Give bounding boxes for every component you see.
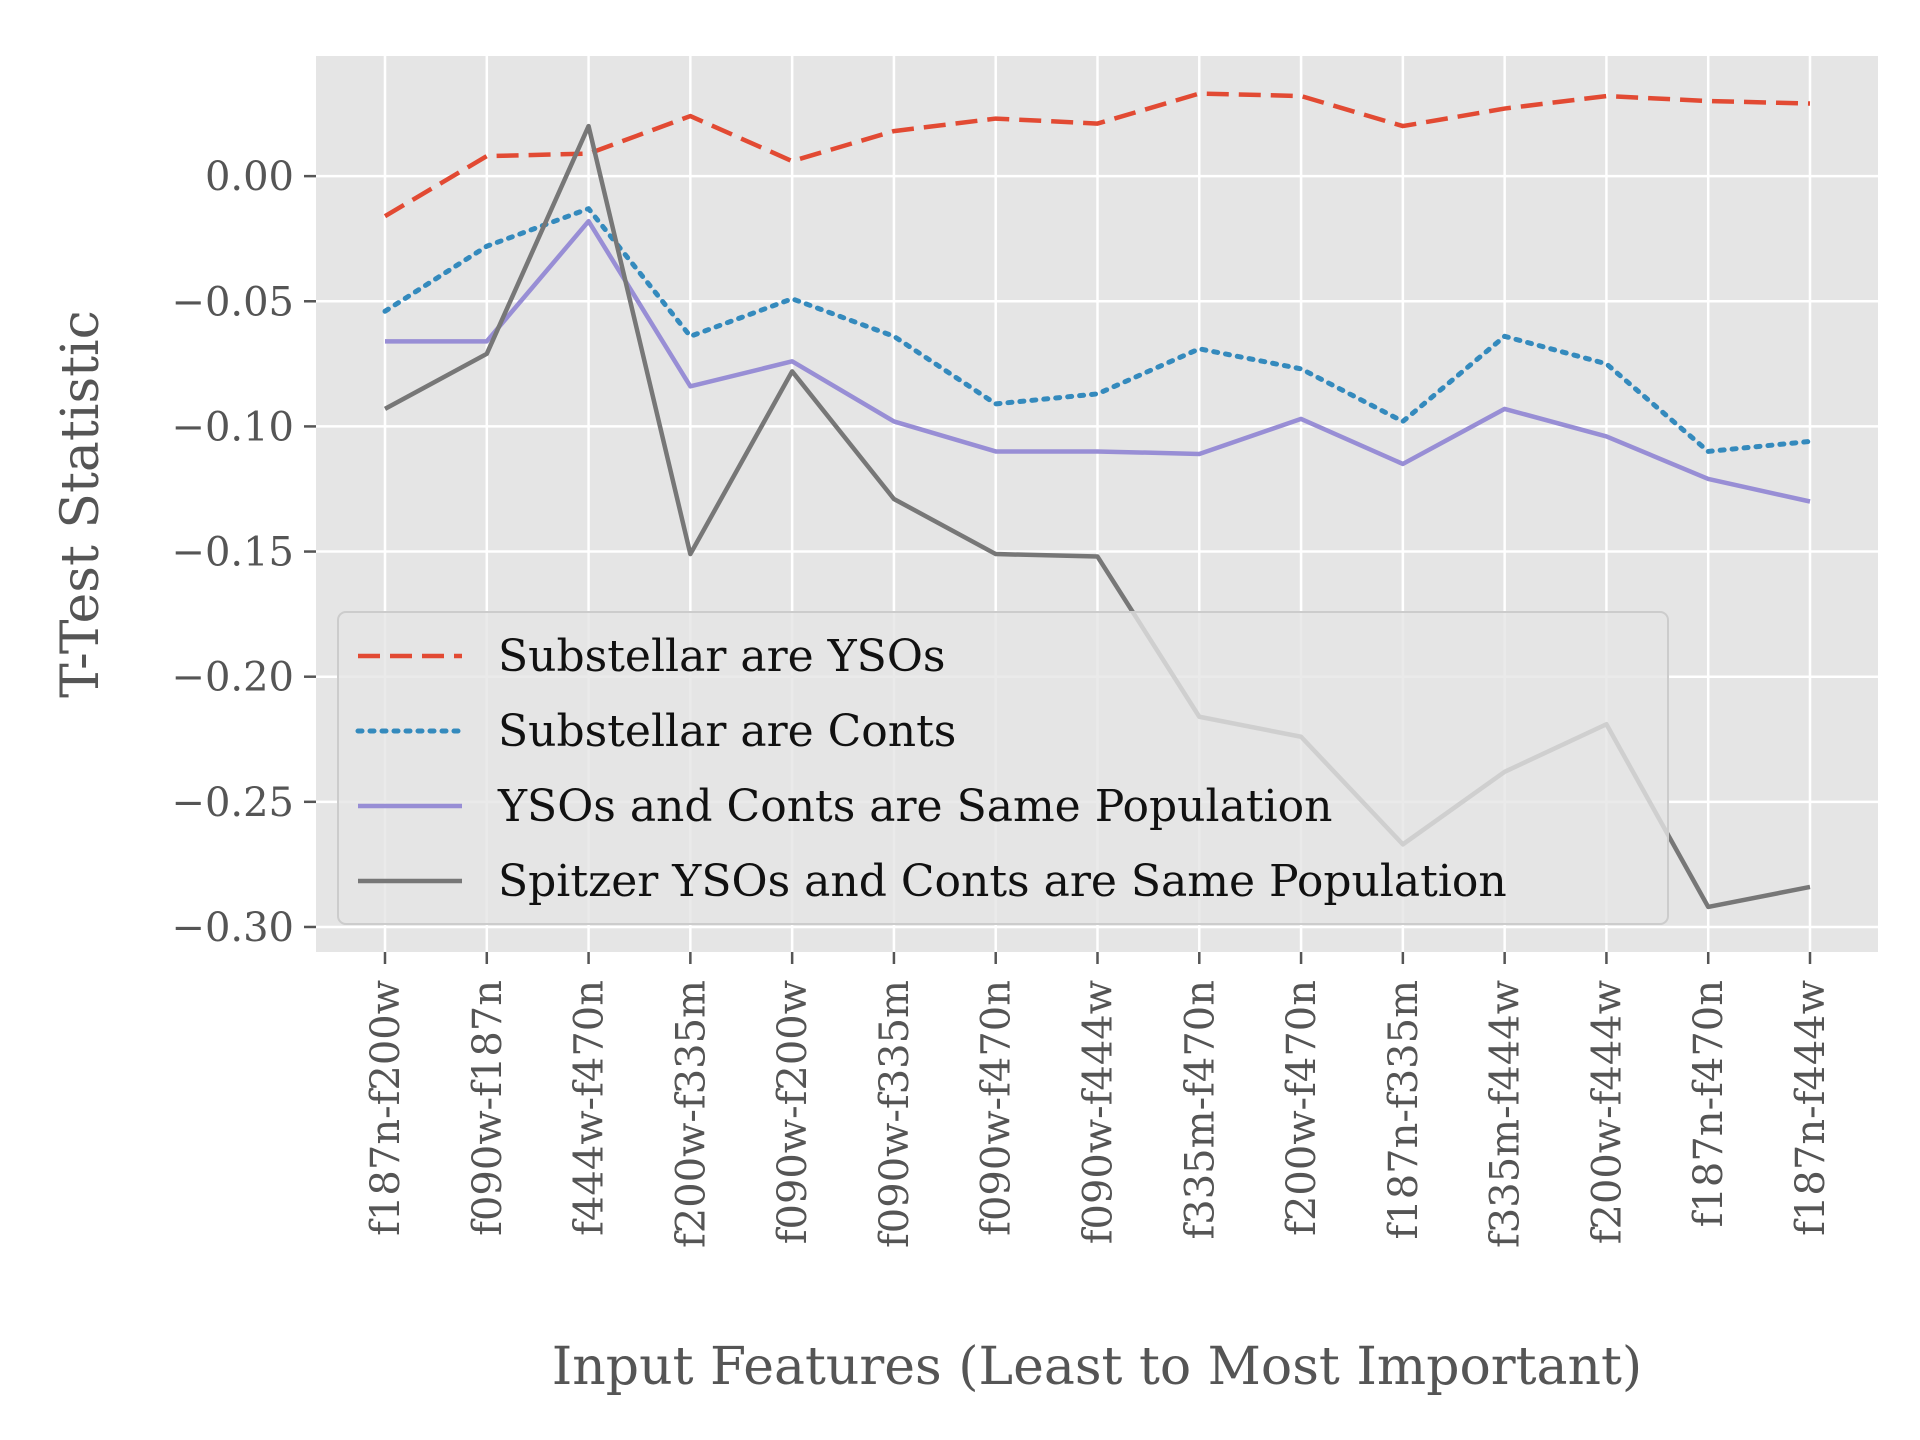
x-tick-label: f090w-f200w — [770, 980, 816, 1244]
x-tick-label: f187n-f444w — [1788, 980, 1834, 1236]
y-tick-label: 0.00 — [205, 154, 294, 200]
legend-label: Spitzer YSOs and Conts are Same Populati… — [498, 856, 1507, 907]
x-tick-label: f090w-f444w — [1076, 980, 1122, 1244]
y-axis-label: T-Test Statistic — [51, 310, 111, 698]
y-tick-label: −0.15 — [171, 530, 294, 576]
x-tick-label: f187n-f470n — [1686, 980, 1732, 1227]
y-tick-label: −0.20 — [171, 655, 294, 701]
x-tick-label: f200w-f335m — [668, 980, 714, 1248]
y-tick-label: −0.25 — [171, 780, 294, 826]
x-tick-label: f444w-f470n — [567, 980, 613, 1236]
series-line-1 — [383, 91, 1811, 219]
x-tick-label: f090w-f470n — [974, 980, 1020, 1236]
y-axis-ticks: 0.00 −0.05 −0.10 −0.15 −0.20 −0.25 −0.30 — [171, 154, 316, 951]
x-axis-label: Input Features (Least to Most Important) — [552, 1337, 1642, 1397]
legend-label: Substellar are YSOs — [498, 631, 945, 682]
x-tick-label: f335m-f470n — [1177, 980, 1223, 1240]
x-tick-label: f200w-f444w — [1584, 980, 1630, 1244]
y-tick-label: −0.30 — [171, 905, 294, 951]
y-tick-label: −0.10 — [171, 404, 294, 450]
legend-label: YSOs and Conts are Same Population — [497, 781, 1332, 832]
x-tick-label: f090w-f187n — [465, 980, 511, 1236]
x-tick-label: f200w-f470n — [1279, 980, 1325, 1236]
x-tick-label: f187n-f335m — [1381, 980, 1427, 1240]
x-tick-label: f090w-f335m — [872, 980, 918, 1248]
legend-box — [337, 611, 1669, 925]
legend-label: Substellar are Conts — [498, 706, 956, 757]
series-line-2 — [382, 206, 1813, 454]
x-tick-label: f335m-f444w — [1483, 980, 1529, 1248]
x-tick-label: f187n-f200w — [363, 980, 409, 1236]
y-tick-label: −0.05 — [171, 279, 294, 325]
legend: Substellar are YSOs Substellar are Conts Y… — [337, 611, 1669, 925]
x-axis-ticks: f187n-f200w f090w-f187n f444w-f470n f200w-f… — [363, 952, 1834, 1248]
